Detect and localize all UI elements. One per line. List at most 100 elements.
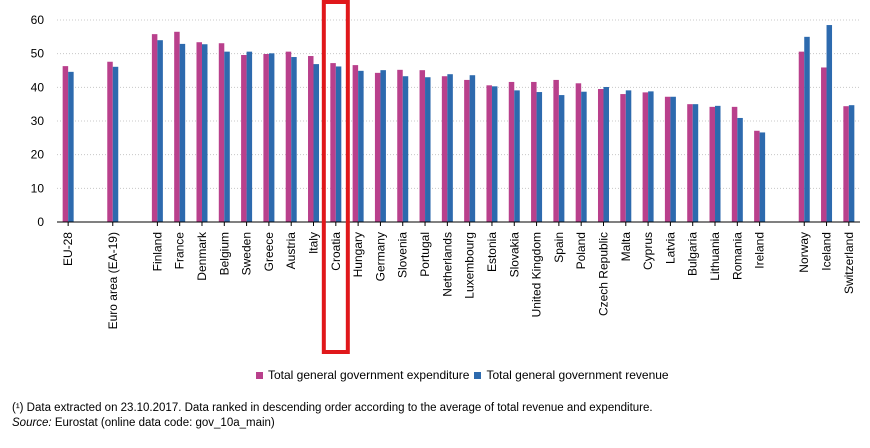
- x-tick-label: Spain: [552, 232, 566, 263]
- bar-expenditure: [843, 106, 849, 222]
- bar-expenditure: [419, 70, 426, 222]
- bar-revenue: [447, 74, 453, 222]
- footnote: (¹) Data extracted on 23.10.2017. Data r…: [12, 401, 653, 431]
- bar-revenue: [224, 51, 230, 222]
- bar-revenue: [402, 76, 409, 223]
- bar-expenditure: [441, 76, 448, 223]
- y-tick-label: 10: [31, 181, 45, 195]
- x-tick-label: Ireland: [753, 232, 767, 269]
- axes: [57, 221, 860, 226]
- legend: Total general government expenditure Tot…: [256, 368, 674, 382]
- y-tick-label: 0: [37, 215, 44, 229]
- legend-item-expenditure: Total general government expenditure: [256, 368, 469, 382]
- bar-expenditure: [575, 83, 582, 222]
- x-tick-label: Euro area (EA-19): [106, 232, 120, 329]
- bar-expenditure: [709, 106, 716, 222]
- y-tick-labels: 0 10 20 30 40 50 60: [31, 13, 45, 229]
- bar-expenditure: [531, 81, 537, 223]
- x-tick-label: Poland: [574, 232, 588, 269]
- x-tick-label: Luxembourg: [463, 232, 477, 299]
- x-tick-label: Belgium: [217, 232, 231, 275]
- bar-expenditure: [330, 63, 336, 222]
- x-tick-label: Romania: [730, 232, 744, 280]
- bar-expenditure: [107, 61, 113, 222]
- x-tick-label: Croatia: [329, 232, 343, 271]
- x-tick-label: Germany: [373, 232, 387, 281]
- bar-revenue: [737, 117, 743, 222]
- bar-expenditure: [754, 130, 760, 222]
- bar-revenue: [469, 75, 476, 222]
- legend-swatch-revenue: [474, 371, 482, 379]
- legend-label-revenue: Total general government revenue: [486, 368, 669, 382]
- bar-revenue: [201, 44, 208, 222]
- bar-revenue: [425, 77, 431, 222]
- bar-expenditure: [174, 31, 180, 223]
- x-tick-label: Finland: [150, 232, 164, 271]
- x-tick-label: EU-28: [61, 232, 75, 266]
- bar-revenue: [179, 43, 186, 222]
- x-tick-label: Italy: [307, 232, 321, 254]
- bar-revenue: [380, 70, 386, 222]
- bar-revenue: [625, 90, 632, 222]
- bar-expenditure: [263, 54, 269, 223]
- x-tick-label: Latvia: [663, 232, 677, 264]
- x-tick-label: Czech Republic: [596, 232, 610, 316]
- bar-revenue: [112, 66, 119, 223]
- x-tick-label: Slovenia: [396, 232, 410, 278]
- bar-expenditure: [374, 72, 381, 223]
- bar-revenue: [358, 70, 364, 222]
- bar-expenditure: [464, 79, 470, 222]
- bar-expenditure: [218, 43, 225, 223]
- bar-revenue: [759, 132, 766, 222]
- bar-expenditure: [352, 65, 359, 222]
- bar-revenue: [648, 91, 654, 222]
- bar-expenditure: [798, 51, 805, 222]
- x-tick-label: Hungary: [351, 232, 365, 277]
- legend-swatch-expenditure: [256, 371, 263, 379]
- bar-expenditure: [508, 81, 515, 223]
- bar-revenue: [268, 53, 275, 222]
- y-tick-label: 30: [31, 114, 45, 128]
- x-tick-label: Switzerland: [842, 232, 856, 294]
- bar-expenditure: [308, 56, 314, 223]
- x-tick-labels: EU-28 Euro area (EA-19) Finland France Denma…: [61, 231, 856, 329]
- bar-expenditure: [642, 92, 649, 222]
- bar-expenditure: [553, 79, 559, 222]
- bar-expenditure: [731, 106, 738, 222]
- x-tick-label: Slovakia: [507, 232, 521, 278]
- x-tick-label: United Kingdom: [530, 232, 544, 317]
- x-tick-label: Lithuania: [708, 232, 722, 281]
- bar-revenue: [670, 96, 676, 222]
- bar-revenue: [848, 105, 855, 222]
- bar-expenditure: [397, 69, 403, 223]
- bar-revenue: [581, 91, 587, 223]
- footnote-source: Source: Eurostat (online data code: gov_…: [12, 416, 653, 431]
- bar-revenue: [335, 66, 342, 223]
- bar-revenue: [491, 86, 498, 222]
- bar-revenue: [804, 36, 810, 223]
- bar-revenue: [514, 90, 520, 222]
- bar-revenue: [536, 92, 543, 223]
- x-tick-label: Austria: [284, 232, 298, 270]
- x-tick-label: Denmark: [195, 231, 209, 281]
- x-tick-label: Sweden: [240, 232, 254, 275]
- bar-revenue: [68, 71, 74, 222]
- bar-expenditure: [620, 94, 626, 222]
- bar-expenditure: [486, 85, 492, 223]
- bar-expenditure: [62, 66, 69, 222]
- bar-revenue: [715, 105, 721, 222]
- x-tick-label: Norway: [797, 232, 811, 273]
- bars: [62, 25, 855, 223]
- bar-expenditure: [664, 96, 671, 222]
- gridlines: [57, 19, 860, 189]
- bar-expenditure: [597, 89, 604, 223]
- source-text: Eurostat (online data code: gov_10a_main…: [51, 417, 275, 429]
- y-tick-label: 50: [31, 47, 45, 61]
- bar-expenditure: [241, 55, 247, 222]
- bar-revenue: [692, 104, 699, 222]
- bar-revenue: [826, 25, 833, 222]
- source-label: Source:: [12, 417, 52, 429]
- bar-revenue: [246, 51, 253, 222]
- legend-label-expenditure: Total general government expenditure: [268, 368, 470, 382]
